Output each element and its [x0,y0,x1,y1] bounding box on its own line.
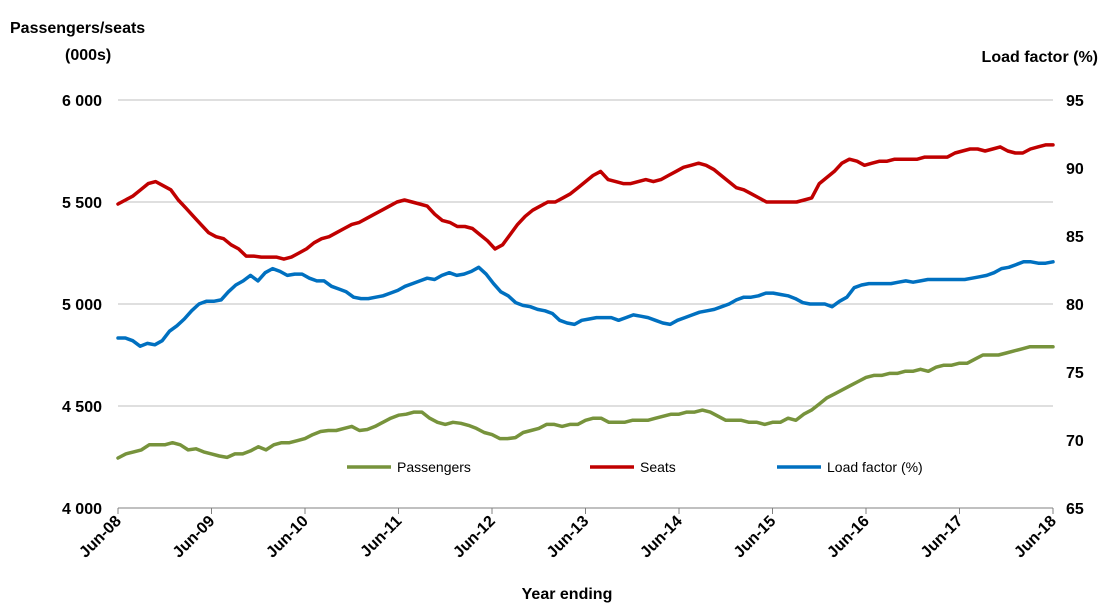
y2-axis-title: Load factor (%) [982,49,1098,66]
series-line-passengers [116,345,1055,460]
gridlines [118,99,1053,407]
x-tick-label: Jun-08 [76,513,125,562]
y2-tick-label: 95 [1066,93,1084,110]
x-tick-label: Jun-11 [357,513,405,561]
y2-tick-label: 80 [1066,297,1084,314]
x-tick-label: Jun-12 [450,513,499,562]
y-axis-title-line2: (000s) [65,47,111,64]
legend: Passengers Seats Load factor (%) [347,459,923,475]
y-tick-label: 4 500 [62,399,102,416]
y2-tick-label: 85 [1066,229,1084,246]
legend-item: Load factor (%) [777,459,923,475]
y-axis-title-line1: Passengers/seats [10,20,145,37]
legend-label: Passengers [397,459,471,475]
y-tick-label: 5 000 [62,297,102,314]
y-tick-label: 6 000 [62,93,102,110]
y-tick-label: 5 500 [62,195,102,212]
series-line-load-factor [116,260,1055,348]
x-tick-label: Jun-16 [824,513,873,562]
x-tick-label: Jun-14 [637,513,686,562]
legend-label: Seats [640,459,676,475]
y2-tick-label: 90 [1066,161,1084,178]
x-tick-label: Jun-18 [1011,513,1060,562]
x-tick-label: Jun-17 [918,513,967,562]
y2-tick-label: 70 [1066,433,1084,450]
series-lines [116,143,1055,460]
legend-item: Seats [590,459,676,475]
axes: 4 000 4 500 5 000 5 500 6 000 65 70 75 80 85 90 95 J… [62,93,1084,561]
y2-tick-label: 75 [1066,365,1084,382]
y2-tick-label: 65 [1066,501,1084,518]
y-tick-label: 4 000 [62,501,102,518]
x-tick-label: Jun-10 [263,513,312,562]
series-line-seats [116,143,1055,261]
x-axis-title: Year ending [522,586,613,603]
x-tick-label: Jun-09 [170,513,219,562]
x-tick-label: Jun-15 [731,513,780,562]
x-tick-label: Jun-13 [544,513,593,562]
legend-item: Passengers [347,459,471,475]
legend-label: Load factor (%) [827,459,923,475]
